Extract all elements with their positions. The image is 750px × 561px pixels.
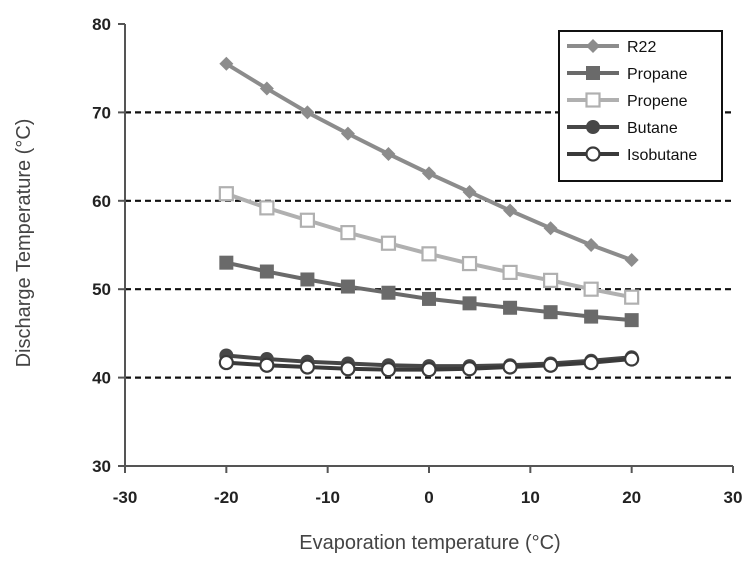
- series-lines: [218, 56, 640, 378]
- x-axis-title: Evaporation temperature (°C): [299, 532, 560, 554]
- x-tick-label: 20: [622, 488, 641, 507]
- y-tick-label: 40: [92, 369, 111, 388]
- series-r22: [219, 56, 639, 268]
- data-point-isobutane: [259, 357, 275, 373]
- legend-label-butane: Butane: [627, 120, 678, 137]
- data-point-propene: [502, 264, 518, 281]
- data-point-r22: [422, 166, 436, 181]
- y-tick-label: 70: [92, 103, 111, 122]
- data-point-propane: [300, 272, 315, 287]
- legend-marker-propene: [585, 92, 601, 108]
- data-point-propene: [461, 255, 478, 272]
- data-point-isobutane: [502, 359, 518, 375]
- data-point-r22: [584, 238, 599, 252]
- data-point-r22: [503, 203, 518, 218]
- legend-label-propane: Propane: [627, 66, 688, 83]
- y-tick-label: 50: [92, 280, 111, 299]
- data-point-isobutane: [421, 362, 437, 378]
- data-point-propane: [624, 313, 639, 328]
- data-point-r22: [381, 146, 396, 161]
- data-point-propane: [259, 264, 274, 279]
- axes: 30 40 50 60 70 80 -30 -20 -10 0 10 20 30: [92, 15, 742, 507]
- x-tick-label: -10: [315, 488, 340, 507]
- data-point-isobutane: [542, 357, 559, 373]
- data-point-isobutane: [583, 354, 599, 371]
- data-point-propene: [380, 235, 397, 251]
- data-point-propene: [542, 272, 559, 288]
- x-tick-label: 30: [724, 488, 743, 507]
- data-point-propane: [543, 305, 558, 320]
- data-point-r22: [462, 184, 477, 199]
- data-point-propene: [299, 212, 315, 228]
- legend-label-r22: R22: [627, 39, 656, 56]
- data-point-r22: [300, 105, 315, 120]
- data-point-r22: [340, 126, 355, 141]
- data-point-isobutane: [299, 359, 315, 375]
- legend-marker-isobutane: [585, 146, 601, 162]
- data-point-propane: [503, 300, 518, 315]
- data-point-propane: [219, 255, 234, 270]
- data-point-propene: [218, 186, 234, 202]
- legend-marker-propane: [586, 66, 600, 80]
- data-point-propane: [462, 296, 477, 311]
- series-line-propene: [225, 191, 633, 300]
- series-line-propane: [225, 260, 632, 323]
- x-tick-label: -30: [113, 488, 138, 507]
- data-point-propane: [422, 291, 436, 306]
- y-tick-label: 60: [92, 192, 111, 211]
- data-point-propene: [340, 225, 356, 241]
- legend-label-isobutane: Isobutane: [627, 147, 697, 164]
- data-point-propene: [259, 200, 275, 216]
- series-propane: [219, 255, 639, 328]
- data-point-propene: [421, 246, 437, 262]
- data-point-propane: [381, 285, 396, 300]
- legend: R22 Propane Propene Butane Isobutane: [558, 30, 723, 182]
- data-point-isobutane: [461, 361, 478, 377]
- data-point-r22: [219, 56, 234, 71]
- series-isobutane: [218, 351, 640, 378]
- data-point-isobutane: [218, 354, 234, 371]
- legend-label-propene: Propene: [627, 93, 688, 110]
- data-point-r22: [624, 253, 639, 268]
- y-tick-label: 30: [92, 457, 111, 476]
- data-point-propene: [624, 289, 640, 305]
- data-point-r22: [259, 81, 274, 96]
- y-axis-title: Discharge Temperature (°C): [13, 119, 35, 368]
- legend-marker-butane: [586, 120, 600, 134]
- x-tick-label: 0: [424, 488, 433, 507]
- x-tick-label: 10: [521, 488, 540, 507]
- data-point-propane: [340, 279, 355, 294]
- data-point-propane: [584, 309, 599, 324]
- series-propene: [218, 186, 640, 305]
- data-point-isobutane: [624, 351, 640, 367]
- data-point-propene: [583, 281, 599, 297]
- data-point-r22: [543, 221, 558, 236]
- y-tick-label: 80: [92, 15, 111, 34]
- data-point-isobutane: [380, 362, 397, 378]
- x-tick-label: -20: [214, 488, 239, 507]
- legend-marker-r22: [586, 39, 600, 53]
- data-point-isobutane: [340, 361, 356, 377]
